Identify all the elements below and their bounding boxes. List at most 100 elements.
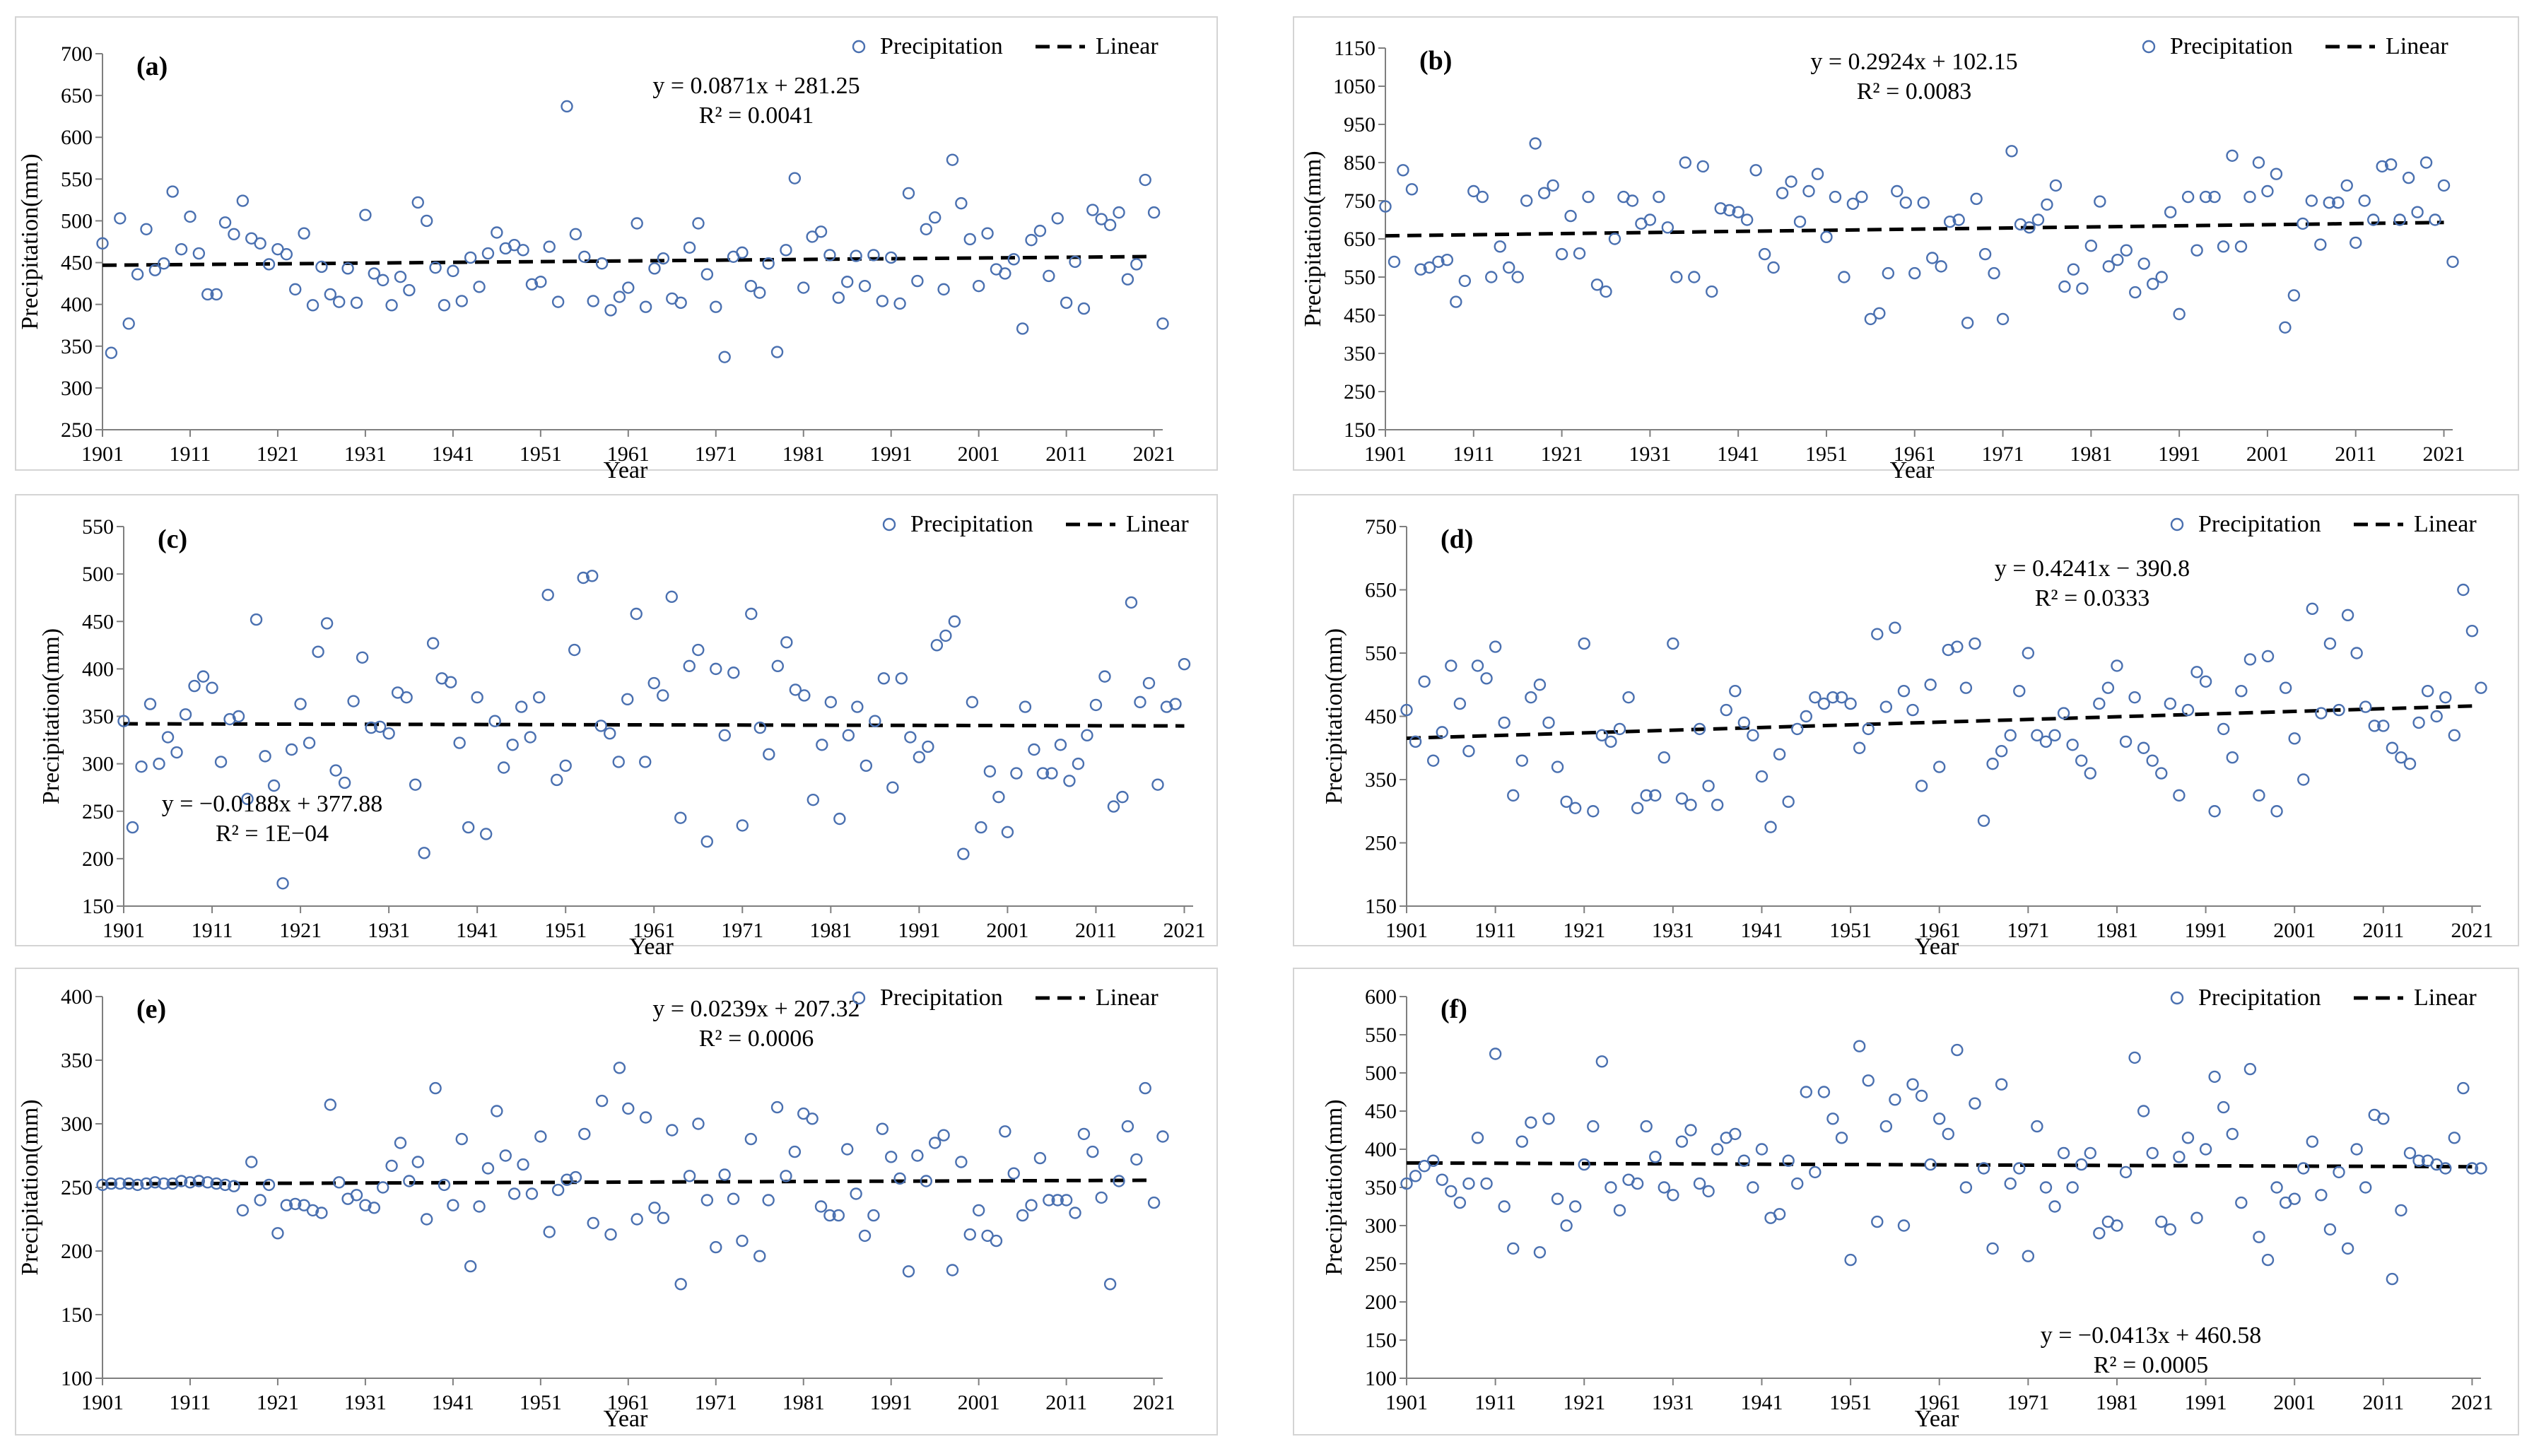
data-point bbox=[429, 261, 442, 274]
data-point bbox=[532, 691, 546, 704]
data-point bbox=[206, 681, 218, 694]
data-point bbox=[1714, 202, 1727, 215]
data-point bbox=[1915, 1089, 1928, 1103]
legend-marker-icon bbox=[2170, 991, 2184, 1005]
data-point bbox=[1943, 216, 1957, 228]
legend-label-linear: Linear bbox=[1126, 511, 1189, 537]
data-point bbox=[341, 262, 354, 275]
data-point bbox=[2315, 1189, 2328, 1202]
data-point bbox=[981, 1229, 994, 1243]
data-point bbox=[2094, 195, 2106, 208]
data-point bbox=[1498, 1200, 1511, 1213]
data-point bbox=[710, 300, 722, 313]
data-point bbox=[1711, 1143, 1724, 1156]
data-point bbox=[1573, 247, 1586, 260]
precipitation-points bbox=[1400, 1040, 2487, 1286]
data-point bbox=[228, 228, 240, 241]
data-point bbox=[1600, 285, 1612, 298]
data-point bbox=[2208, 1070, 2221, 1084]
data-point bbox=[1667, 1189, 1679, 1202]
y-tick-label: 450 bbox=[1365, 1100, 1397, 1123]
data-point bbox=[175, 242, 188, 256]
data-point bbox=[1951, 640, 1964, 653]
data-point bbox=[385, 1159, 398, 1173]
trend-equation: y = 0.4241x − 390.8 bbox=[1995, 556, 2190, 582]
data-point bbox=[1568, 1200, 1582, 1213]
data-point bbox=[1693, 722, 1706, 736]
r-squared: R² = 0.0005 bbox=[2094, 1352, 2209, 1378]
data-point bbox=[2022, 647, 2035, 659]
data-point bbox=[1720, 703, 1732, 717]
x-tick-label: 2011 bbox=[2362, 919, 2404, 942]
data-point bbox=[1379, 200, 1392, 213]
data-point bbox=[464, 1260, 477, 1273]
data-point bbox=[161, 731, 175, 744]
panel-label: (f) bbox=[1441, 994, 1467, 1024]
data-point bbox=[267, 779, 281, 792]
data-point bbox=[832, 1209, 845, 1222]
data-point bbox=[630, 217, 643, 230]
legend-label-precipitation: Precipitation bbox=[880, 33, 1003, 59]
data-point bbox=[2457, 583, 2470, 597]
data-point bbox=[2164, 206, 2177, 218]
y-tick-label: 450 bbox=[1344, 304, 1375, 327]
data-point bbox=[770, 346, 784, 358]
y-axis-title: Precipitation(mm) bbox=[38, 628, 64, 804]
data-point bbox=[928, 1137, 942, 1149]
x-tick-label: 1981 bbox=[809, 919, 852, 942]
data-point bbox=[1906, 703, 1919, 717]
data-point bbox=[1130, 1153, 1143, 1166]
x-tick-label: 1931 bbox=[1652, 1391, 1694, 1414]
data-point bbox=[1835, 691, 1848, 704]
x-tick-label: 1911 bbox=[192, 919, 233, 942]
data-point bbox=[1043, 269, 1055, 283]
data-point bbox=[1485, 271, 1498, 283]
data-point bbox=[666, 1124, 679, 1137]
data-point bbox=[210, 288, 223, 301]
data-point bbox=[1661, 221, 1674, 234]
data-point bbox=[630, 1213, 643, 1226]
data-point bbox=[2075, 1158, 2088, 1171]
data-point bbox=[517, 1158, 529, 1171]
data-point bbox=[2199, 190, 2212, 204]
y-tick-label: 350 bbox=[61, 1049, 93, 1072]
data-point bbox=[2013, 1162, 2026, 1175]
panel-label: (c) bbox=[158, 524, 187, 554]
data-point bbox=[824, 695, 838, 709]
data-point bbox=[1016, 322, 1029, 335]
data-point bbox=[158, 1177, 170, 1190]
trend-equation: y = 0.0239x + 207.32 bbox=[652, 996, 860, 1022]
data-point bbox=[683, 659, 696, 673]
data-point bbox=[471, 691, 483, 704]
data-point bbox=[877, 672, 891, 685]
data-point bbox=[298, 227, 310, 240]
data-point bbox=[1007, 1167, 1020, 1180]
data-point bbox=[166, 185, 179, 198]
data-point bbox=[1547, 179, 1559, 192]
data-point bbox=[1494, 240, 1506, 253]
y-tick-label: 1150 bbox=[1334, 37, 1375, 60]
data-point bbox=[604, 727, 616, 740]
data-point bbox=[143, 698, 157, 710]
data-point bbox=[1882, 266, 1895, 280]
data-point bbox=[1511, 271, 1524, 283]
x-tick-label: 2011 bbox=[1045, 1391, 1087, 1414]
data-point bbox=[639, 1111, 652, 1124]
data-point bbox=[1688, 271, 1701, 283]
data-point bbox=[1069, 1207, 1081, 1219]
x-tick-label: 1921 bbox=[1563, 1391, 1605, 1414]
data-point bbox=[806, 793, 820, 806]
r-squared: R² = 0.0083 bbox=[1857, 78, 1972, 105]
data-point bbox=[1397, 164, 1409, 177]
data-point bbox=[2333, 1166, 2345, 1179]
data-point bbox=[464, 251, 477, 264]
data-point bbox=[2243, 653, 2257, 666]
x-tick-label: 1911 bbox=[1474, 919, 1516, 942]
data-point bbox=[254, 1194, 266, 1207]
data-point bbox=[657, 1211, 670, 1224]
data-point bbox=[999, 267, 1011, 280]
data-point bbox=[368, 267, 380, 280]
data-point bbox=[2297, 1162, 2310, 1175]
data-point bbox=[1555, 247, 1568, 261]
x-tick-label: 1931 bbox=[1629, 442, 1671, 466]
